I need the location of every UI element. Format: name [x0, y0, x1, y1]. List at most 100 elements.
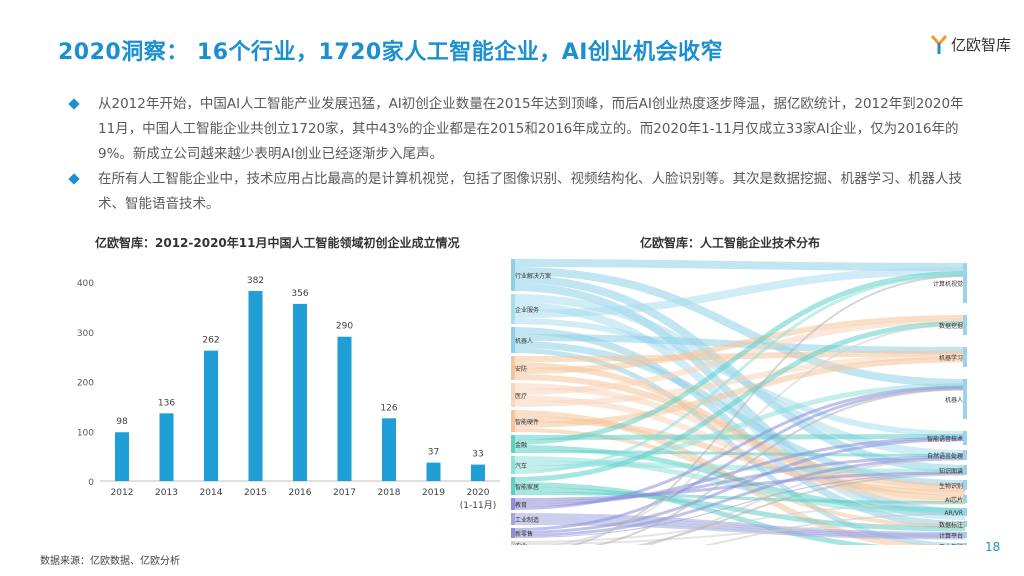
- sankey-link: [512, 522, 966, 540]
- sankey-right-label: 数据挖掘: [939, 322, 963, 330]
- x-tick-label: 2019: [422, 488, 445, 498]
- sankey-right-label: 机器人: [945, 396, 963, 404]
- bar: [471, 464, 485, 481]
- x-tick-label: 2016: [289, 488, 312, 498]
- sankey-left-label: 新零售: [515, 530, 533, 538]
- logo-text: 亿欧智库: [951, 35, 1012, 54]
- sankey-right-label: AR/VR: [944, 510, 963, 517]
- sankey-left-label: 智能家居: [515, 483, 539, 491]
- sankey-right-label: 数据标注: [939, 521, 963, 529]
- sankey-link: [512, 353, 966, 407]
- sankey-right-label: AI芯片: [945, 496, 963, 504]
- sankey-link: [512, 482, 882, 545]
- y-tick-label: 100: [77, 428, 94, 438]
- sankey-link: [512, 267, 966, 387]
- sankey-node-left: [511, 410, 515, 432]
- logo-icon: [930, 35, 948, 54]
- sankey-node-right: [963, 315, 967, 335]
- sankey-left-label: 汽车: [515, 462, 527, 470]
- sankey-right-label: 自然语言处理: [927, 452, 963, 460]
- sankey-link: [512, 383, 966, 471]
- bullet-1: 从2012年开始，中国AI人工智能产业发展迅猛，AI初创企业数量在2015年达到…: [68, 92, 968, 167]
- sankey-left-label: 教育: [515, 501, 527, 509]
- data-label: 382: [247, 276, 264, 286]
- sankey-node-right: [963, 431, 967, 445]
- bar: [115, 432, 129, 481]
- sankey-node-left: [511, 356, 515, 380]
- x-tick-label: 2014: [200, 488, 223, 498]
- sankey-link: [512, 356, 966, 428]
- sankey-node-left: [511, 528, 515, 538]
- bar: [293, 303, 307, 481]
- sankey-node-left: [511, 498, 515, 510]
- data-label: 290: [336, 322, 353, 332]
- data-label: 126: [380, 403, 397, 413]
- sankey-link: [512, 271, 966, 445]
- sankey-link: [512, 523, 966, 545]
- sankey-link: [512, 455, 966, 504]
- sankey-link: [512, 457, 966, 537]
- sankey-link: [512, 473, 966, 538]
- bar: [382, 418, 396, 481]
- sankey-right-label: 生物识别: [939, 482, 963, 490]
- sankey-left-label: 安防: [515, 365, 527, 373]
- x-tick-sublabel: (1-11月): [460, 500, 496, 511]
- sankey-link: [703, 513, 966, 545]
- sankey-right-label: 计算平台: [939, 532, 963, 540]
- sankey-node-right: [963, 450, 967, 460]
- sankey-left-label: 机器人: [515, 337, 533, 345]
- sankey-right-label: 知识图谱: [939, 467, 963, 475]
- x-tick-label: 2012: [111, 488, 134, 498]
- sankey-node-right: [963, 532, 967, 538]
- data-label: 262: [202, 336, 219, 346]
- sankey-link: [512, 385, 966, 510]
- page-number: 18: [985, 540, 1001, 554]
- sankey-node-left: [511, 541, 515, 545]
- sankey-left-label: 行业解决方案: [515, 272, 551, 280]
- sankey-node-right: [963, 521, 967, 527]
- data-label: 33: [472, 450, 483, 460]
- y-tick-label: 200: [77, 379, 94, 389]
- y-tick-label: 300: [77, 329, 94, 339]
- data-label: 136: [158, 398, 175, 408]
- sankey-link: [512, 516, 966, 537]
- sankey-node-left: [511, 294, 515, 324]
- sankey-link: [512, 315, 966, 374]
- source-note: 数据来源：亿欧数据、亿欧分析: [40, 556, 180, 567]
- data-label: 37: [428, 448, 439, 458]
- sankey-node-right: [963, 465, 967, 475]
- logo: 亿欧智库: [930, 33, 1011, 55]
- sankey-link: [644, 458, 966, 545]
- x-tick-label: 2020: [467, 488, 490, 498]
- sankey-left-label: 农业: [515, 542, 527, 545]
- x-tick-label: 2017: [333, 488, 356, 498]
- bar: [159, 413, 174, 481]
- bar: [337, 336, 352, 481]
- sankey-link: [512, 374, 966, 490]
- sankey-right-label: 智能语音技术: [927, 435, 963, 443]
- sankey-node-right: [963, 508, 967, 516]
- sankey-left-label: 工业制造: [515, 516, 539, 524]
- sankey-link: [512, 387, 966, 531]
- sankey-link: [546, 323, 966, 545]
- x-tick-label: 2018: [378, 488, 401, 498]
- y-tick-label: 0: [88, 478, 94, 488]
- sankey-node-left: [511, 327, 515, 353]
- sankey-node-right: [963, 347, 967, 367]
- sankey-right-label: 计算机视觉: [933, 280, 963, 288]
- bar: [426, 462, 441, 481]
- bar-chart-title: 亿欧智库：2012-2020年11月中国人工智能领域初创企业成立情况: [95, 236, 460, 250]
- sankey-node-right: [963, 543, 967, 545]
- sankey-node-left: [511, 435, 515, 453]
- sankey-link: [512, 259, 966, 271]
- sankey-left-label: 智能硬件: [515, 418, 539, 426]
- sankey-node-left: [511, 513, 515, 525]
- bullet-2: 在所有人工智能企业中，技术应用占比最高的是计算机视觉，包括了图像识别、视频结构化…: [68, 167, 968, 217]
- sankey-node-left: [511, 259, 515, 291]
- bar: [248, 290, 263, 481]
- sankey-link: [512, 450, 966, 457]
- sankey-link: [512, 487, 966, 532]
- page-title: 2020洞察： 16个行业，1720家人工智能企业，AI创业机会收窄: [58, 40, 723, 65]
- data-label: 98: [116, 417, 128, 427]
- data-label: 356: [291, 289, 308, 299]
